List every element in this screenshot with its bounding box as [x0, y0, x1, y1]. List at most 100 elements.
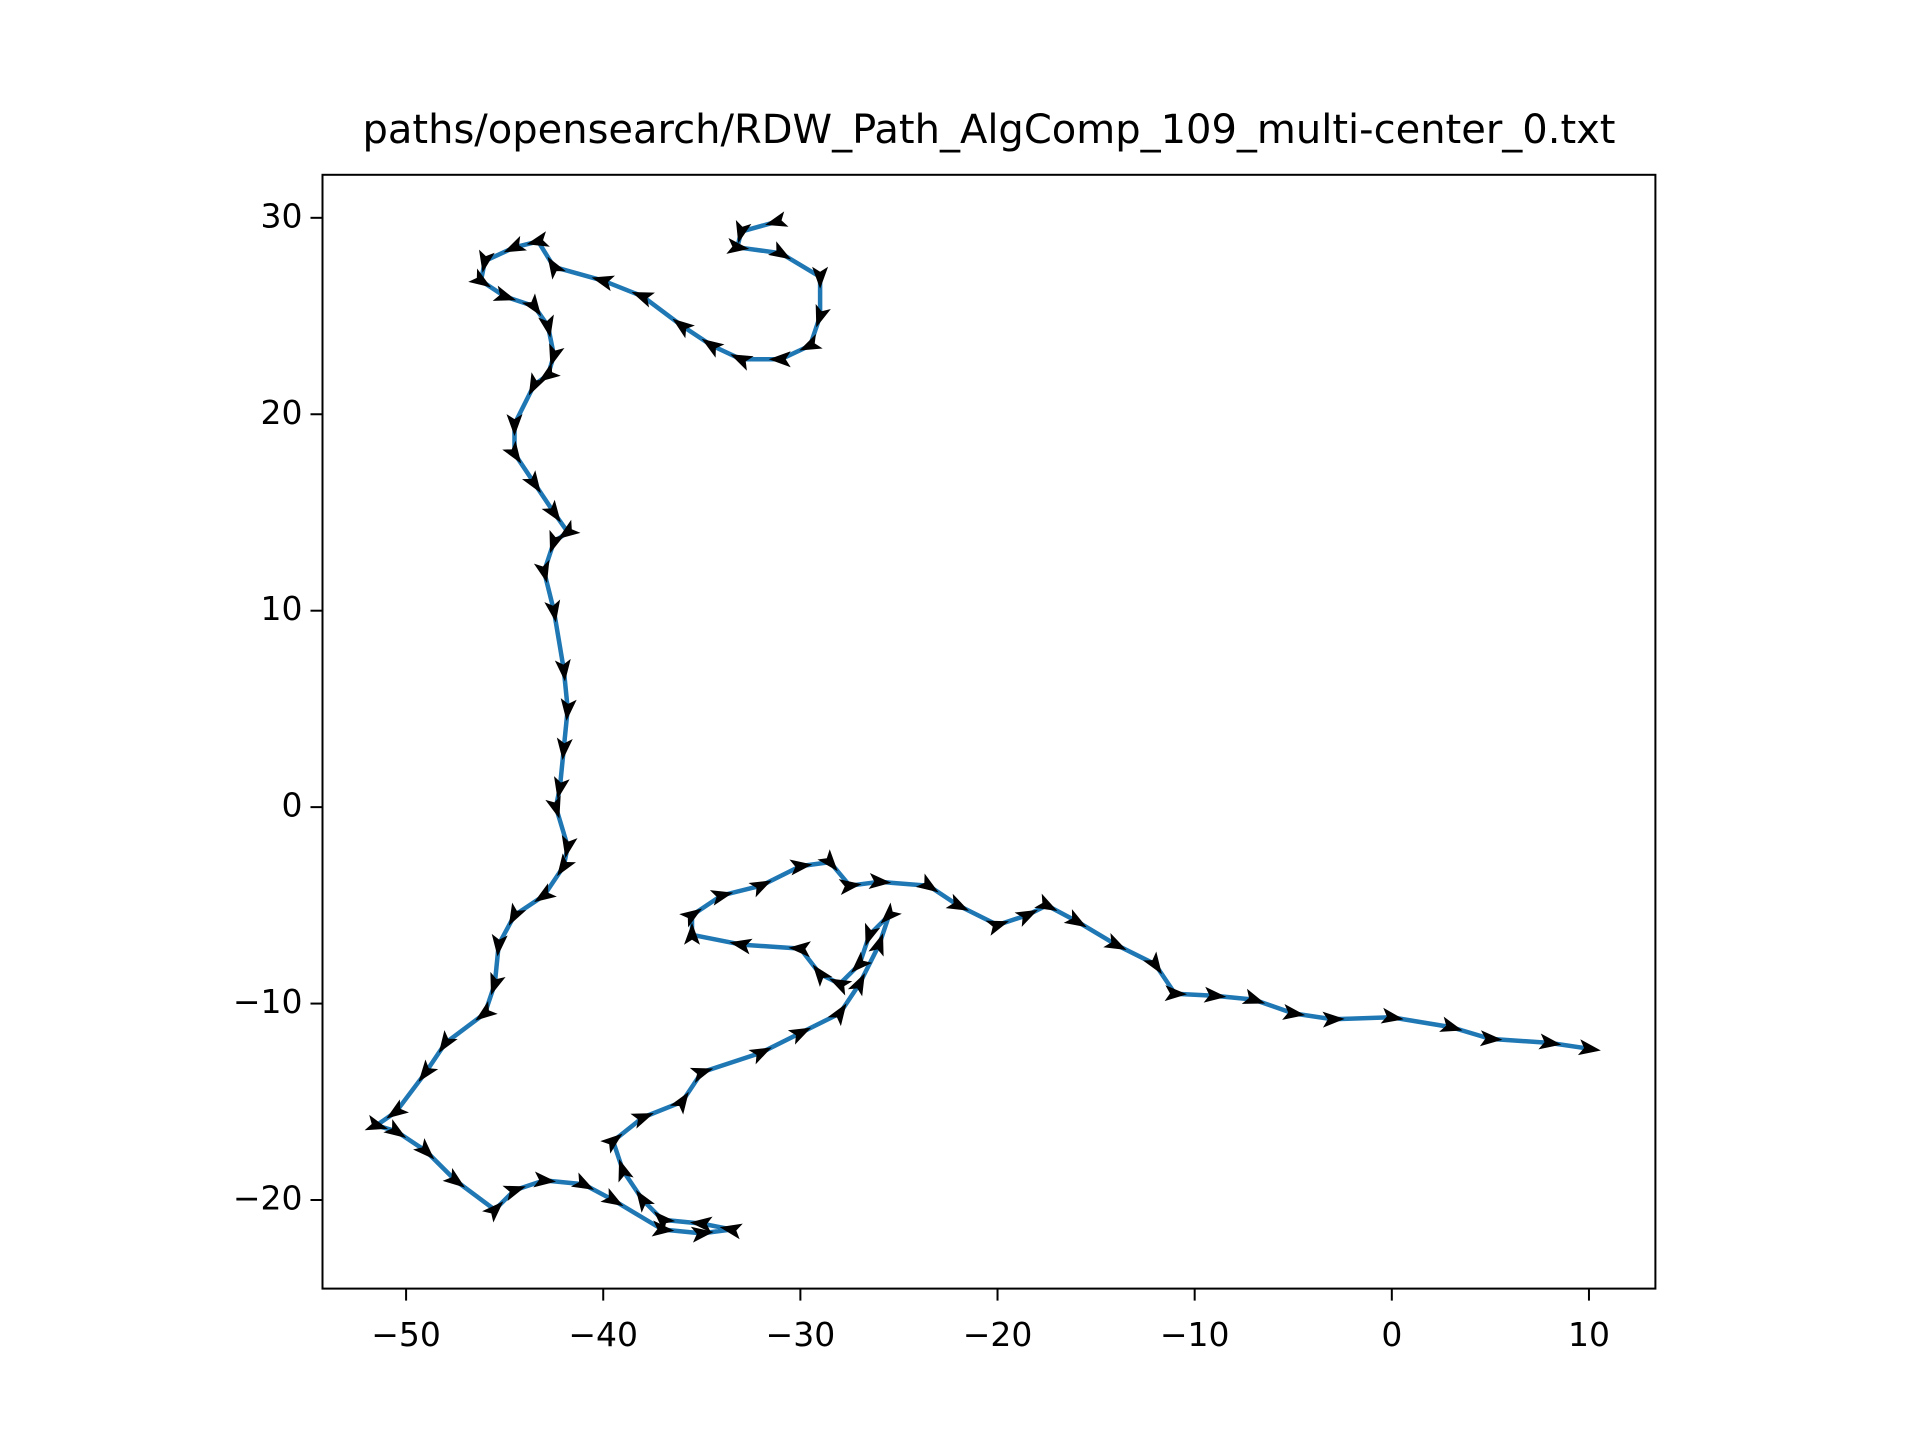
direction-arrow — [386, 1099, 409, 1119]
direction-arrow — [1322, 1011, 1345, 1028]
direction-arrow — [669, 1091, 689, 1115]
plot-frame — [321, 173, 1657, 1290]
direction-arrow — [545, 795, 561, 819]
direction-arrow — [475, 1001, 498, 1021]
direction-arrow — [538, 362, 561, 382]
direction-arrow — [1380, 1007, 1404, 1024]
direction-arrow — [789, 859, 813, 876]
direction-arrow — [817, 849, 838, 872]
x-tick-label: −20 — [963, 1315, 1033, 1354]
direction-arrow — [534, 883, 557, 903]
direction-arrow — [945, 893, 969, 911]
direction-arrow — [1034, 893, 1058, 912]
direction-arrow — [541, 499, 561, 523]
direction-arrow — [468, 268, 491, 288]
direction-arrow — [442, 1168, 466, 1188]
y-tick-label: 0 — [282, 786, 303, 825]
x-tick-label: −30 — [766, 1315, 836, 1354]
direction-arrow — [538, 314, 554, 338]
direction-arrow — [631, 291, 655, 308]
direction-arrow — [1282, 1004, 1306, 1020]
direction-arrow — [827, 1003, 847, 1027]
direction-arrow — [560, 698, 577, 721]
y-tick-label: 10 — [261, 589, 303, 628]
direction-arrow — [1164, 985, 1187, 1002]
direction-arrow — [547, 256, 566, 280]
direction-arrow — [600, 1133, 623, 1154]
direction-arrow — [533, 559, 550, 584]
direction-arrow — [557, 853, 577, 877]
direction-arrow — [1577, 1039, 1601, 1056]
direction-arrow — [506, 414, 523, 437]
direction-arrow — [768, 351, 791, 368]
direction-arrow — [788, 941, 811, 958]
direction-arrow — [533, 1171, 557, 1188]
direction-arrow — [799, 334, 823, 351]
direction-arrow — [526, 231, 550, 247]
direction-arrow — [418, 1059, 439, 1082]
direction-arrow — [847, 973, 865, 997]
direction-arrow — [1538, 1033, 1562, 1050]
direction-arrow — [915, 873, 939, 893]
direction-arrow — [1014, 909, 1038, 927]
direction-arrow — [521, 293, 542, 317]
direction-arrow — [829, 978, 853, 996]
direction-arrow — [719, 1223, 743, 1240]
direction-arrow — [503, 235, 527, 253]
y-tick-label: 30 — [261, 196, 303, 235]
y-tick-label: −20 — [233, 1179, 303, 1218]
direction-arrow — [838, 879, 862, 895]
direction-arrow — [618, 1159, 634, 1183]
direction-arrow — [748, 880, 772, 898]
direction-arrow — [1203, 986, 1227, 1003]
direction-arrow — [492, 285, 517, 301]
direction-arrow — [1479, 1030, 1503, 1047]
direction-arrow — [689, 1216, 713, 1233]
direction-arrow — [556, 737, 573, 761]
chart-title: paths/opensearch/RDW_Path_AlgComp_109_mu… — [363, 107, 1616, 153]
direction-arrow — [864, 922, 881, 947]
direction-arrow — [729, 938, 753, 955]
direction-arrow — [491, 933, 508, 957]
direction-arrow — [521, 470, 541, 493]
direction-arrow — [868, 933, 884, 957]
direction-arrow — [748, 1047, 772, 1065]
direction-arrow — [508, 902, 527, 926]
direction-arrow — [570, 1172, 595, 1190]
x-tick-label: 0 — [1381, 1315, 1402, 1354]
x-tick-label: −50 — [371, 1315, 441, 1354]
direction-arrow — [549, 343, 565, 367]
direction-arrow — [1142, 951, 1162, 975]
y-tick-label: −10 — [233, 982, 303, 1021]
x-tick-label: 10 — [1568, 1315, 1610, 1354]
direction-arrow — [672, 318, 695, 339]
direction-arrow — [880, 902, 902, 924]
direction-arrow — [364, 1114, 388, 1131]
direction-arrow — [787, 1027, 812, 1045]
direction-arrow — [1063, 909, 1087, 928]
direction-arrow — [985, 920, 1009, 936]
direction-arrow — [561, 835, 578, 859]
direction-arrow — [479, 249, 495, 273]
direction-arrow — [544, 599, 561, 623]
direction-arrow — [765, 211, 789, 227]
direction-arrow — [490, 971, 506, 996]
direction-arrow — [554, 776, 570, 800]
direction-arrow — [735, 219, 752, 244]
direction-arrow — [812, 266, 829, 289]
direction-arrow — [591, 275, 615, 292]
direction-arrow — [528, 372, 546, 396]
direction-arrow — [554, 658, 571, 682]
direction-arrow — [549, 529, 565, 554]
direction-arrow — [502, 1185, 526, 1201]
direction-arrow — [850, 951, 873, 973]
direction-arrow — [684, 922, 700, 945]
direction-arrow — [636, 1190, 655, 1213]
direction-arrow — [868, 873, 892, 889]
direction-arrow — [557, 519, 581, 540]
direction-arrow — [1439, 1016, 1463, 1032]
direction-arrow — [1103, 932, 1127, 950]
direction-arrow — [630, 1113, 654, 1129]
direction-arrow — [1241, 988, 1266, 1004]
